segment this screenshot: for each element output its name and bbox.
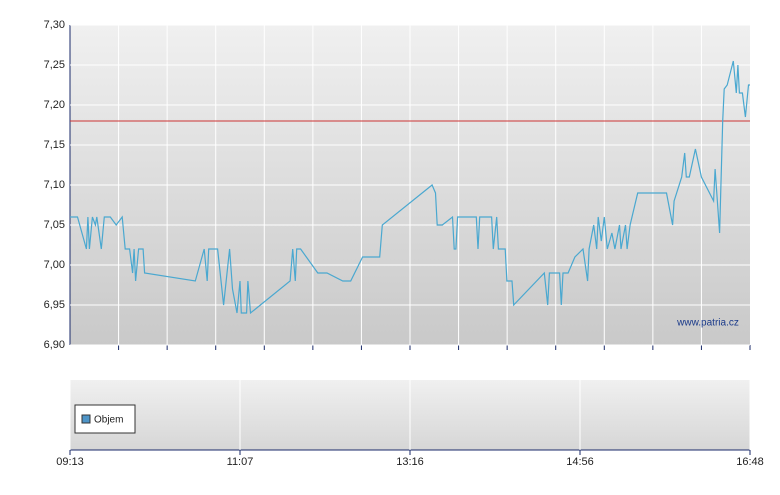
x-tick-label: 09:13 [56, 456, 84, 468]
y-tick-label: 7,25 [44, 59, 65, 71]
legend-label: Objem [94, 415, 123, 426]
x-tick-label: 16:48 [736, 456, 764, 468]
y-tick-label: 7,15 [44, 139, 65, 151]
watermark: www.patria.cz [676, 318, 739, 329]
legend-swatch [81, 414, 91, 424]
y-tick-label: 7,00 [44, 259, 65, 271]
x-tick-label: 11:07 [227, 456, 254, 468]
y-tick-label: 6,90 [44, 339, 65, 351]
x-tick-label: 14:56 [566, 456, 594, 468]
price-line [70, 60, 750, 315]
y-tick-label: 6,95 [44, 299, 65, 311]
y-tick-label: 7,10 [44, 179, 65, 191]
y-tick-label: 7,20 [44, 99, 65, 111]
y-tick-label: 7,30 [44, 19, 65, 31]
y-tick-label: 7,05 [44, 219, 65, 231]
x-tick-label: 13:16 [396, 456, 424, 468]
